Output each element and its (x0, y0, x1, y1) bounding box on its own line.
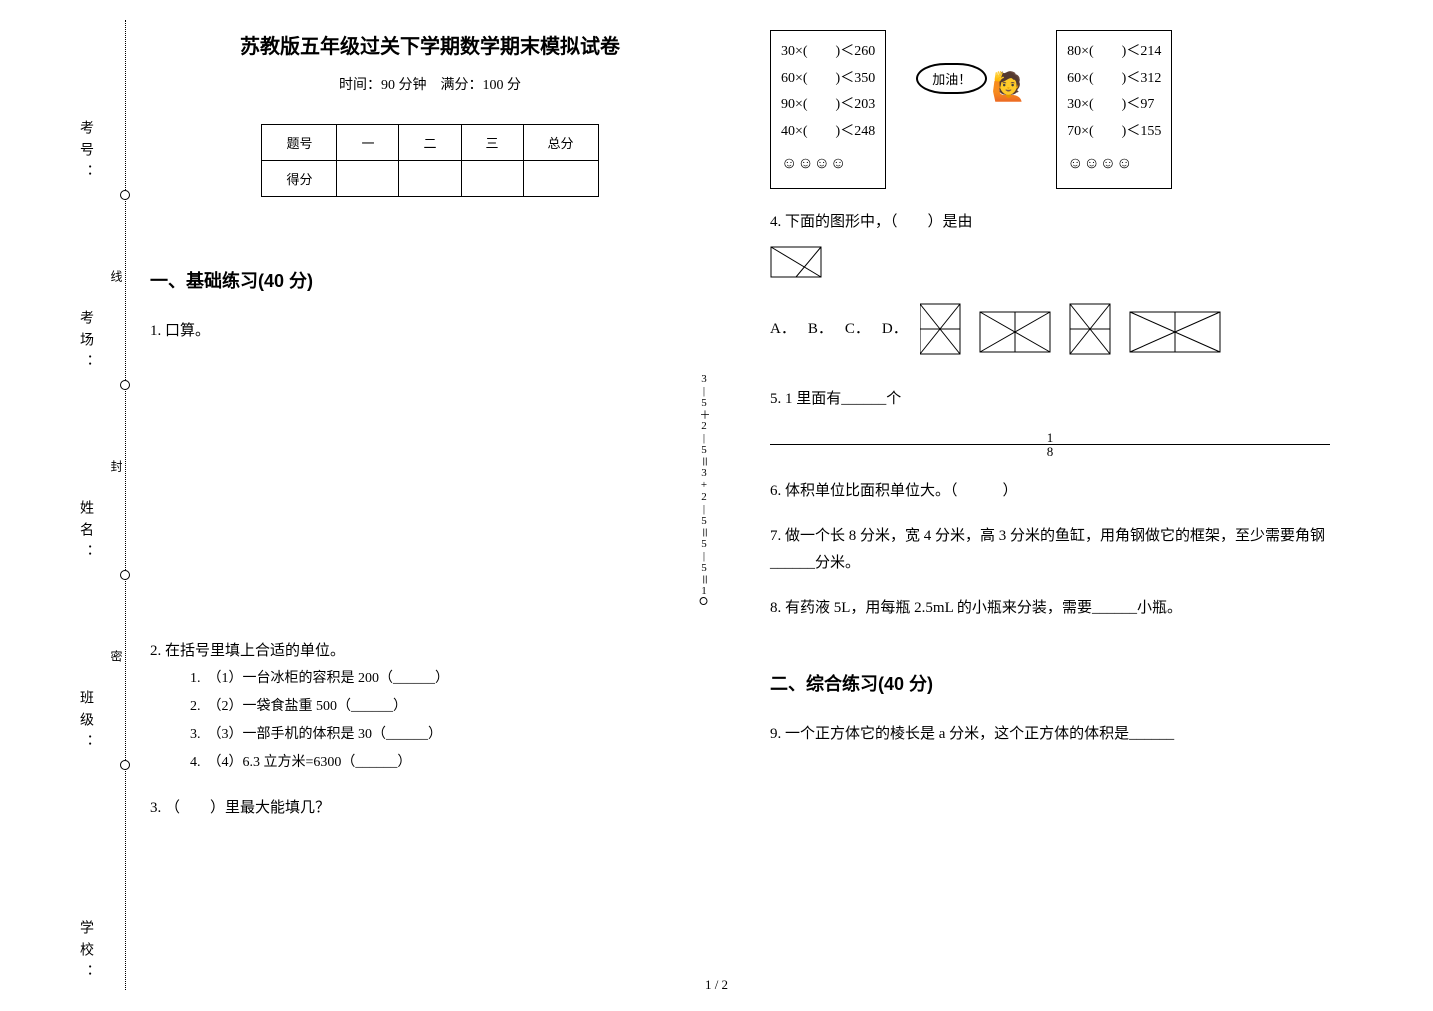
question-4-label: 4. 下面的图形中，（ ）是由 (770, 214, 973, 230)
ineq-row: 30×( )＜97 (1067, 92, 1161, 119)
frac-numerator: 1 (770, 431, 1330, 445)
inequality-boxes: 30×( )＜260 60×( )＜350 90×( )＜203 40×( )＜… (770, 30, 1330, 189)
question-4: 4. 下面的图形中，（ ）是由 A． B． C． D． (770, 209, 1330, 368)
inequality-box-left: 30×( )＜260 60×( )＜350 90×( )＜203 40×( )＜… (770, 30, 886, 189)
q4-option-shapes (920, 302, 1230, 358)
speech-bubble: 加油！ (916, 63, 987, 94)
field-room: 考场： (75, 310, 95, 376)
seal-char: 密 (108, 650, 125, 665)
opt-c: C． (845, 316, 870, 343)
binding-circle (120, 760, 130, 770)
page-content: 苏教版五年级过关下学期数学期末模拟试卷 时间：90 分钟 满分：100 分 题号… (150, 30, 1390, 970)
question-3: 3. （ ）里最大能填几？ (150, 795, 710, 822)
opt-b: B． (808, 316, 833, 343)
subitem-num: 3. (190, 727, 201, 742)
section-1-heading: 一、基础练习(40 分) (150, 267, 710, 293)
ineq-row: 40×( )＜248 (781, 119, 875, 146)
subitem: （4）6.3 立方米=6300（______） (215, 755, 412, 770)
seal-char: 线 (108, 270, 125, 285)
subitem: （1）一台冰柜的容积是 200（______） (215, 671, 450, 686)
left-column: 苏教版五年级过关下学期数学期末模拟试卷 时间：90 分钟 满分：100 分 题号… (150, 30, 710, 970)
opt-d: D． (882, 316, 908, 343)
binding-circle (120, 380, 130, 390)
faces-icons: ☺☺☺☺ (1067, 149, 1161, 179)
binding-circle (120, 570, 130, 580)
score-row-label: 得分 (262, 161, 337, 197)
field-class: 班级： (75, 690, 95, 756)
ineq-row: 90×( )＜203 (781, 92, 875, 119)
score-cell (523, 161, 598, 197)
field-name: 姓名： (75, 500, 95, 566)
seal-char: 封 (108, 460, 125, 475)
frac-denominator: 8 (770, 445, 1330, 458)
binding-circle (120, 190, 130, 200)
subitem: （3）一部手机的体积是 30（______） (215, 727, 443, 742)
question-2: 2. 在括号里填上合适的单位。 1. （1）一台冰柜的容积是 200（_____… (150, 638, 710, 777)
score-header: 一 (337, 125, 399, 161)
ineq-row: 60×( )＜312 (1067, 66, 1161, 93)
subitem: （2）一袋食盐重 500（______） (215, 699, 408, 714)
cheer-group: 加油！ 🙋 (916, 30, 1026, 189)
score-cell (399, 161, 461, 197)
ineq-row: 30×( )＜260 (781, 39, 875, 66)
binding-dotted-line (125, 20, 126, 990)
score-cell (461, 161, 523, 197)
subitem-num: 4. (190, 755, 201, 770)
q4-options: A． B． C． D． (770, 292, 1330, 368)
right-column: 30×( )＜260 60×( )＜350 90×( )＜203 40×( )＜… (770, 30, 1330, 970)
question-9: 9. 一个正方体它的棱长是 a 分米，这个正方体的体积是______ (770, 721, 1330, 748)
score-header: 三 (461, 125, 523, 161)
score-header: 题号 (262, 125, 337, 161)
score-header: 二 (399, 125, 461, 161)
subitem-num: 1. (190, 671, 201, 686)
q4-base-shape (770, 246, 830, 282)
question-5: 5. 1 里面有______个 (770, 386, 1330, 413)
subitem-num: 2. (190, 699, 201, 714)
question-7: 7. 做一个长 8 分米，宽 4 分米，高 3 分米的鱼缸，用角钢做它的框架，至… (770, 523, 1330, 577)
child-icon: 🙋 (991, 72, 1026, 103)
exam-title: 苏教版五年级过关下学期数学期末模拟试卷 (150, 30, 710, 59)
fraction-1-8: 1 8 (770, 431, 1330, 458)
question-2-label: 2. 在括号里填上合适的单位。 (150, 643, 345, 659)
opt-a: A． (770, 316, 796, 343)
score-cell (337, 161, 399, 197)
section-2-heading: 二、综合练习(40 分) (770, 670, 1330, 696)
question-1: 1. 口算。 (150, 318, 710, 345)
faces-icons: ☺☺☺☺ (781, 149, 875, 179)
exam-subtitle: 时间：90 分钟 满分：100 分 (150, 74, 710, 94)
binding-margin: 考号： 考场： 姓名： 班级： 学校： 线 封 密 (70, 20, 130, 990)
score-header: 总分 (523, 125, 598, 161)
ineq-row: 80×( )＜214 (1067, 39, 1161, 66)
ineq-row: 60×( )＜350 (781, 66, 875, 93)
score-table: 题号 一 二 三 总分 得分 (261, 124, 598, 197)
question-2-items: 1. （1）一台冰柜的容积是 200（______） 2. （2）一袋食盐重 5… (190, 665, 710, 777)
field-exam-id: 考号： (75, 120, 95, 186)
question-8: 8. 有药液 5L，用每瓶 2.5mL 的小瓶来分装，需要______小瓶。 (770, 595, 1330, 622)
field-school: 学校： (75, 920, 95, 986)
vertical-fraction-expr: 3|5＋2|5＝3+2|5＝5|5＝1⭘ (150, 373, 710, 608)
inequality-box-right: 80×( )＜214 60×( )＜312 30×( )＜97 70×( )＜1… (1056, 30, 1172, 189)
page-number: 1 / 2 (705, 977, 728, 993)
ineq-row: 70×( )＜155 (1067, 119, 1161, 146)
question-6: 6. 体积单位比面积单位大。（ ） (770, 478, 1330, 505)
